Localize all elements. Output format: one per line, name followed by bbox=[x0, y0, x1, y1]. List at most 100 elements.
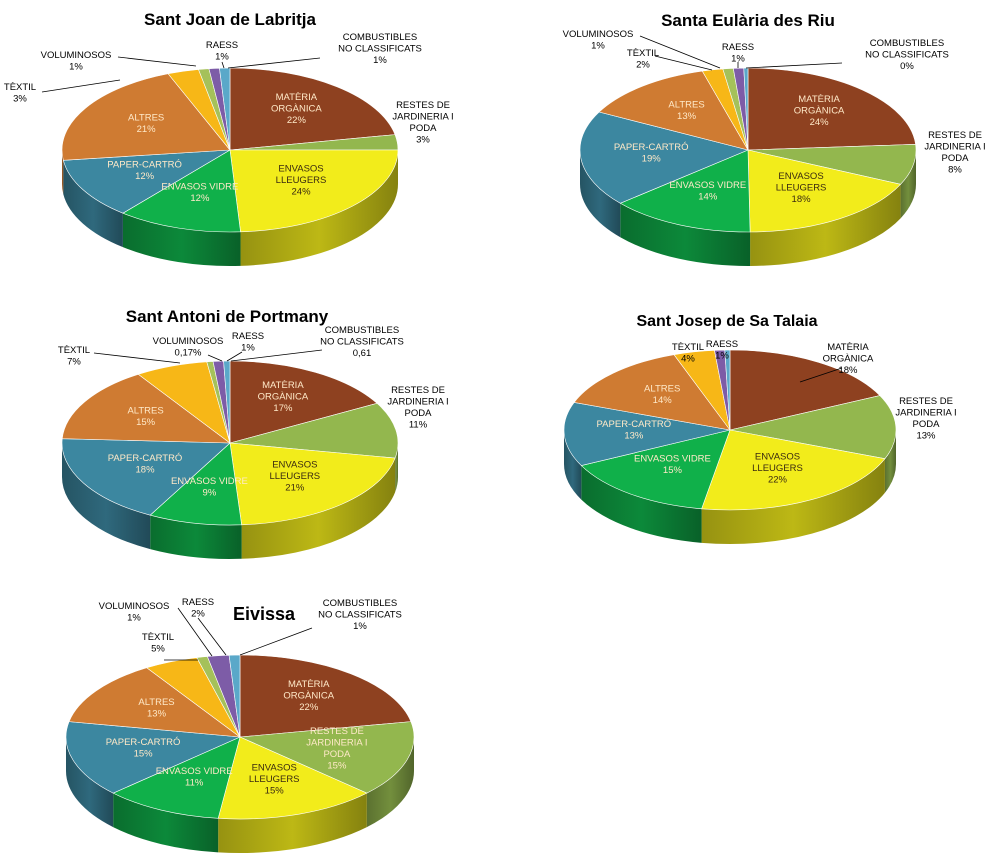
pie-slice-envasos_lleugers bbox=[747, 149, 902, 233]
label-line-voluminosos: 1% bbox=[69, 62, 83, 73]
pie-top bbox=[61, 360, 399, 526]
pie-chart-sant-antoni: Sant Antoni de Portmany MATÈRIAORGÀNICA17… bbox=[58, 307, 449, 559]
label-line-envasos_lleugers: LLEUGERS bbox=[269, 471, 320, 482]
label-line-paper_carto: PAPER-CARTRÓ bbox=[597, 419, 672, 430]
label-line-restes_jardineria: PODA bbox=[323, 749, 351, 760]
pie-side-envasos_vidre bbox=[113, 793, 219, 853]
label-line-restes_jardineria: JARDINERIA I bbox=[924, 142, 985, 153]
pie-side-paper_carto bbox=[580, 150, 621, 238]
pie-slice-envasos_vidre bbox=[122, 149, 241, 233]
pie-slice-materia_organica bbox=[747, 67, 916, 151]
label-line-altres: 13% bbox=[147, 708, 167, 719]
label-line-restes_jardineria: PODA bbox=[410, 123, 438, 134]
label-line-raess: RAESS bbox=[722, 42, 754, 53]
chart-title: Sant Joan de Labritja bbox=[144, 10, 316, 29]
pie-slice-altres bbox=[61, 73, 231, 161]
label-line-paper_carto: 18% bbox=[136, 464, 156, 475]
leader-voluminosos bbox=[117, 56, 197, 67]
label-line-envasos_vidre: ENVASOS VIDRE bbox=[161, 182, 238, 193]
pie-sides bbox=[580, 150, 916, 267]
label-line-envasos_lleugers: LLEUGERS bbox=[752, 463, 803, 474]
label-line-combustibles: COMBUSTIBLES bbox=[323, 598, 397, 609]
label-line-restes_jardineria: 11% bbox=[409, 420, 428, 431]
pie-sides bbox=[66, 737, 414, 853]
pie-slice-materia_organica bbox=[729, 349, 881, 431]
label-line-combustibles: 1% bbox=[373, 55, 387, 66]
label-line-materia_organica: ORGÀNICA bbox=[258, 392, 309, 403]
pie-slice-paper_carto bbox=[563, 402, 731, 466]
label-line-raess: 2% bbox=[191, 609, 205, 620]
label-line-altres: ALTRES bbox=[138, 697, 174, 708]
label-line-envasos_vidre: 15% bbox=[663, 465, 683, 476]
label-line-restes_jardineria: RESTES DE bbox=[899, 396, 953, 407]
leader-voluminosos bbox=[639, 35, 721, 69]
pie-sides bbox=[564, 430, 896, 544]
label-line-envasos_lleugers: 21% bbox=[285, 483, 305, 494]
leader-combustibles bbox=[745, 62, 843, 69]
label-line-combustibles: 0% bbox=[900, 61, 914, 72]
pie-slice-envasos_vidre bbox=[149, 442, 242, 526]
pie-slice-materia_organica bbox=[229, 67, 396, 151]
pie-slice-materia_organica bbox=[239, 654, 412, 738]
leader-combustibles bbox=[227, 57, 321, 69]
label-line-materia_organica: 22% bbox=[287, 115, 307, 126]
pie-slice-paper_carto bbox=[61, 438, 231, 516]
label-line-textil: 7% bbox=[67, 357, 81, 368]
label-line-envasos_lleugers: LLEUGERS bbox=[276, 175, 327, 186]
pie-slice-restes_jardineria bbox=[238, 721, 415, 794]
pie-chart-sant-josep: Sant Josep de Sa Talaia MATÈRIAORGÀNICA18… bbox=[563, 313, 957, 544]
label-line-altres: 21% bbox=[137, 124, 157, 135]
label-line-materia_organica: MATÈRIA bbox=[798, 94, 840, 105]
label-line-envasos_vidre: 11% bbox=[185, 777, 204, 788]
label-line-raess: 1% bbox=[731, 54, 745, 65]
label-line-materia_organica: MATÈRIA bbox=[276, 92, 318, 103]
label-line-voluminosos: 0,17% bbox=[175, 348, 202, 359]
label-line-materia_organica: MATÈRIA bbox=[288, 679, 330, 690]
leader-textil bbox=[654, 55, 713, 71]
leader-raess bbox=[221, 61, 225, 69]
label-line-envasos_lleugers: ENVASOS bbox=[252, 763, 297, 774]
label-line-restes_jardineria: 15% bbox=[327, 760, 347, 771]
label-line-envasos_vidre: 14% bbox=[698, 191, 718, 202]
label-line-raess: 1% bbox=[241, 343, 255, 354]
label-line-combustibles: NO CLASSIFICATS bbox=[338, 44, 422, 55]
leader-voluminosos bbox=[177, 607, 213, 657]
pie-slice-paper_carto bbox=[62, 149, 231, 214]
pie-top bbox=[65, 654, 415, 820]
pie-side-paper_carto bbox=[66, 737, 114, 828]
leader-textil bbox=[41, 79, 121, 93]
label-line-textil: 3% bbox=[13, 94, 27, 105]
label-line-textil: TÈXTIL bbox=[672, 342, 704, 353]
label-line-altres: 14% bbox=[653, 395, 673, 406]
label-line-raess: 1% bbox=[715, 351, 729, 362]
pie-slice-combustibles bbox=[223, 360, 231, 444]
pie-side-envasos_vidre bbox=[150, 515, 242, 559]
label-line-altres: ALTRES bbox=[128, 112, 164, 123]
pie-side-envasos_vidre bbox=[581, 465, 702, 543]
label-line-envasos_lleugers: ENVASOS bbox=[778, 171, 823, 182]
label-line-envasos_vidre: ENVASOS VIDRE bbox=[156, 766, 233, 777]
